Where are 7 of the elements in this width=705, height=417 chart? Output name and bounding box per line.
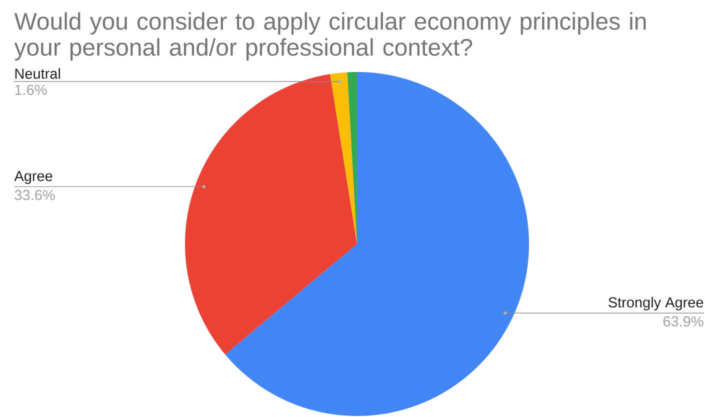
data-label: 33.6% xyxy=(14,190,55,200)
slice-label: Agree xyxy=(14,171,52,184)
slice-label: Neutral xyxy=(15,68,60,79)
data-label: 1.6% xyxy=(15,84,47,95)
slice-label: Strongly Agree xyxy=(608,296,704,310)
data-label: 63.9% xyxy=(663,316,704,327)
chart-title: Would you consider to apply circular economy principles in your personal and/or professional context? xyxy=(14,12,646,61)
